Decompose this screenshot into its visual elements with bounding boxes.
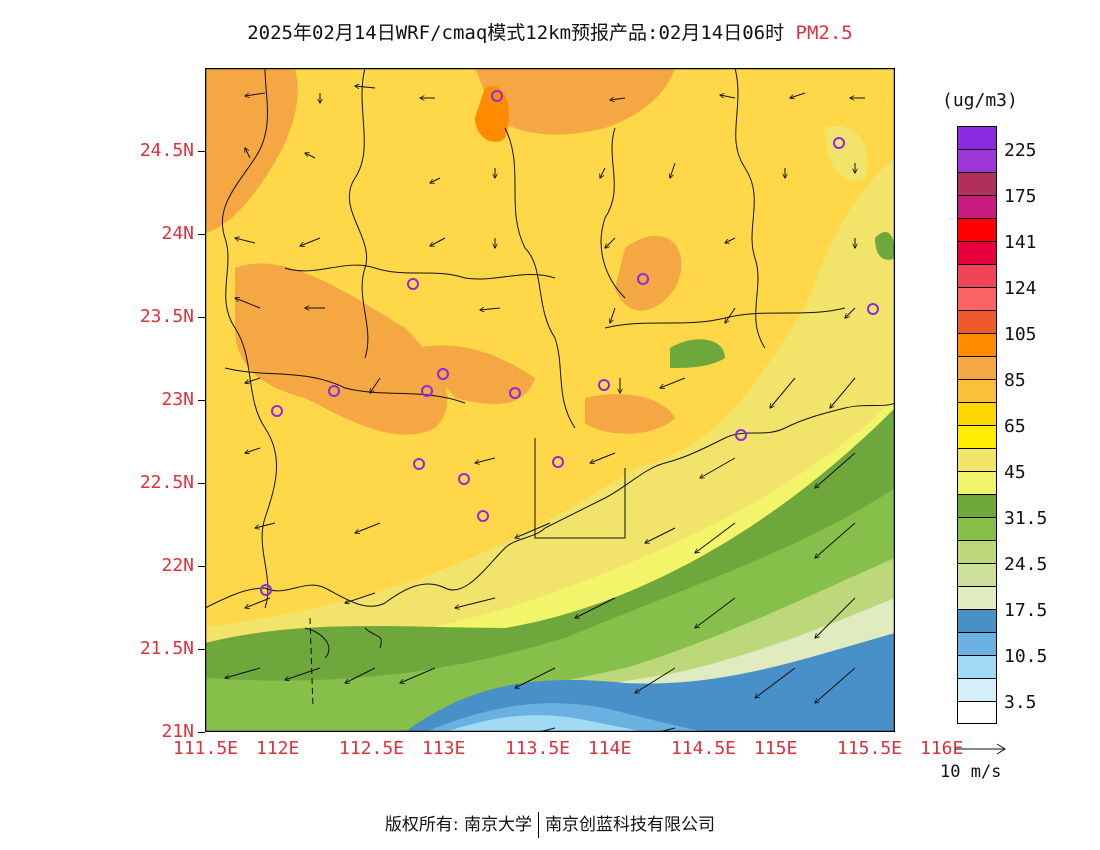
title-pollutant: PM2.5: [795, 22, 853, 44]
colorbar-swatch: [957, 149, 997, 172]
lat-tick-mark: [198, 566, 205, 567]
colorbar-swatch: [957, 379, 997, 402]
colorbar-swatch: [957, 586, 997, 609]
colorbar-swatch: [957, 609, 997, 632]
pm25-forecast-map: [205, 68, 895, 732]
lat-tick-label: 22N: [161, 555, 194, 576]
colorbar-swatch: [957, 701, 997, 724]
colorbar-swatch: [957, 287, 997, 310]
lon-tick-label: 113.5E: [505, 738, 571, 759]
colorbar-label: 10.5: [1004, 646, 1048, 667]
colorbar-swatch: [957, 126, 997, 149]
colorbar-swatch: [957, 195, 997, 218]
colorbar-swatch: [957, 310, 997, 333]
colorbar-swatch: [957, 632, 997, 655]
city-markers: [260, 90, 879, 596]
lon-tick-label: 115.5E: [837, 738, 903, 759]
colorbar-label: 175: [1004, 186, 1037, 207]
colorbar-label: 45: [1004, 462, 1026, 483]
colorbar-swatch: [957, 241, 997, 264]
footer-left: 版权所有: 南京大学: [384, 815, 533, 835]
colorbar-swatch: [957, 448, 997, 471]
lat-tick-label: 23.5N: [139, 306, 194, 327]
colorbar: [957, 126, 997, 724]
lon-tick-label: 112.5E: [339, 738, 405, 759]
colorbar-swatch: [957, 264, 997, 287]
lon-tick-label: 113E: [422, 738, 466, 759]
colorbar-swatch: [957, 402, 997, 425]
lat-tick-mark: [198, 151, 205, 152]
colorbar-swatch: [957, 172, 997, 195]
wind-arrows: [225, 86, 865, 732]
footer-right: 南京创蓝科技有限公司: [545, 815, 716, 835]
colorbar-swatch: [957, 655, 997, 678]
colorbar-swatch: [957, 333, 997, 356]
copyright-footer: 版权所有: 南京大学 南京创蓝科技有限公司: [0, 810, 1100, 838]
lat-tick-mark: [198, 732, 205, 733]
lat-tick-label: 24N: [161, 223, 194, 244]
wind-scale-label: 10 m/s: [940, 762, 1002, 782]
colorbar-swatch: [957, 425, 997, 448]
colorbar-label: 24.5: [1004, 554, 1048, 575]
lat-tick-mark: [198, 234, 205, 235]
lon-tick-label: 114.5E: [671, 738, 737, 759]
colorbar-unit: (ug/m3): [942, 90, 1018, 111]
lon-tick-label: 116E: [920, 738, 964, 759]
lat-tick-label: 24.5N: [139, 140, 194, 161]
colorbar-label: 31.5: [1004, 508, 1048, 529]
colorbar-label: 141: [1004, 232, 1037, 253]
colorbar-swatch: [957, 678, 997, 701]
lon-tick-label: 114E: [588, 738, 632, 759]
map-title: 2025年02月14日WRF/cmaq模式12km预报产品:02月14日06时 …: [0, 18, 1100, 45]
colorbar-swatch: [957, 471, 997, 494]
lat-tick-mark: [198, 649, 205, 650]
lat-tick-label: 21.5N: [139, 638, 194, 659]
colorbar-label: 17.5: [1004, 600, 1048, 621]
wind-scale-arrow: [955, 743, 1006, 755]
colorbar-label: 85: [1004, 370, 1026, 391]
colorbar-swatch: [957, 517, 997, 540]
colorbar-swatch: [957, 540, 997, 563]
colorbar-label: 3.5: [1004, 692, 1037, 713]
lat-tick-label: 21N: [161, 721, 194, 742]
lon-tick-label: 112E: [256, 738, 300, 759]
colorbar-label: 124: [1004, 278, 1037, 299]
field-0-3: [445, 715, 645, 732]
lon-tick-label: 115E: [754, 738, 798, 759]
lat-tick-mark: [198, 317, 205, 318]
lon-tick-label: 111.5E: [173, 738, 239, 759]
colorbar-label: 225: [1004, 140, 1037, 161]
lat-tick-label: 23N: [161, 389, 194, 410]
colorbar-swatch: [957, 563, 997, 586]
lat-tick-mark: [198, 483, 205, 484]
colorbar-label: 105: [1004, 324, 1037, 345]
title-main: 2025年02月14日WRF/cmaq模式12km预报产品:02月14日06时: [247, 22, 785, 44]
lat-tick-mark: [198, 400, 205, 401]
colorbar-swatch: [957, 356, 997, 379]
admin-borders: [205, 68, 895, 709]
colorbar-swatch: [957, 218, 997, 241]
colorbar-swatch: [957, 494, 997, 517]
colorbar-label: 65: [1004, 416, 1026, 437]
lat-tick-label: 22.5N: [139, 472, 194, 493]
